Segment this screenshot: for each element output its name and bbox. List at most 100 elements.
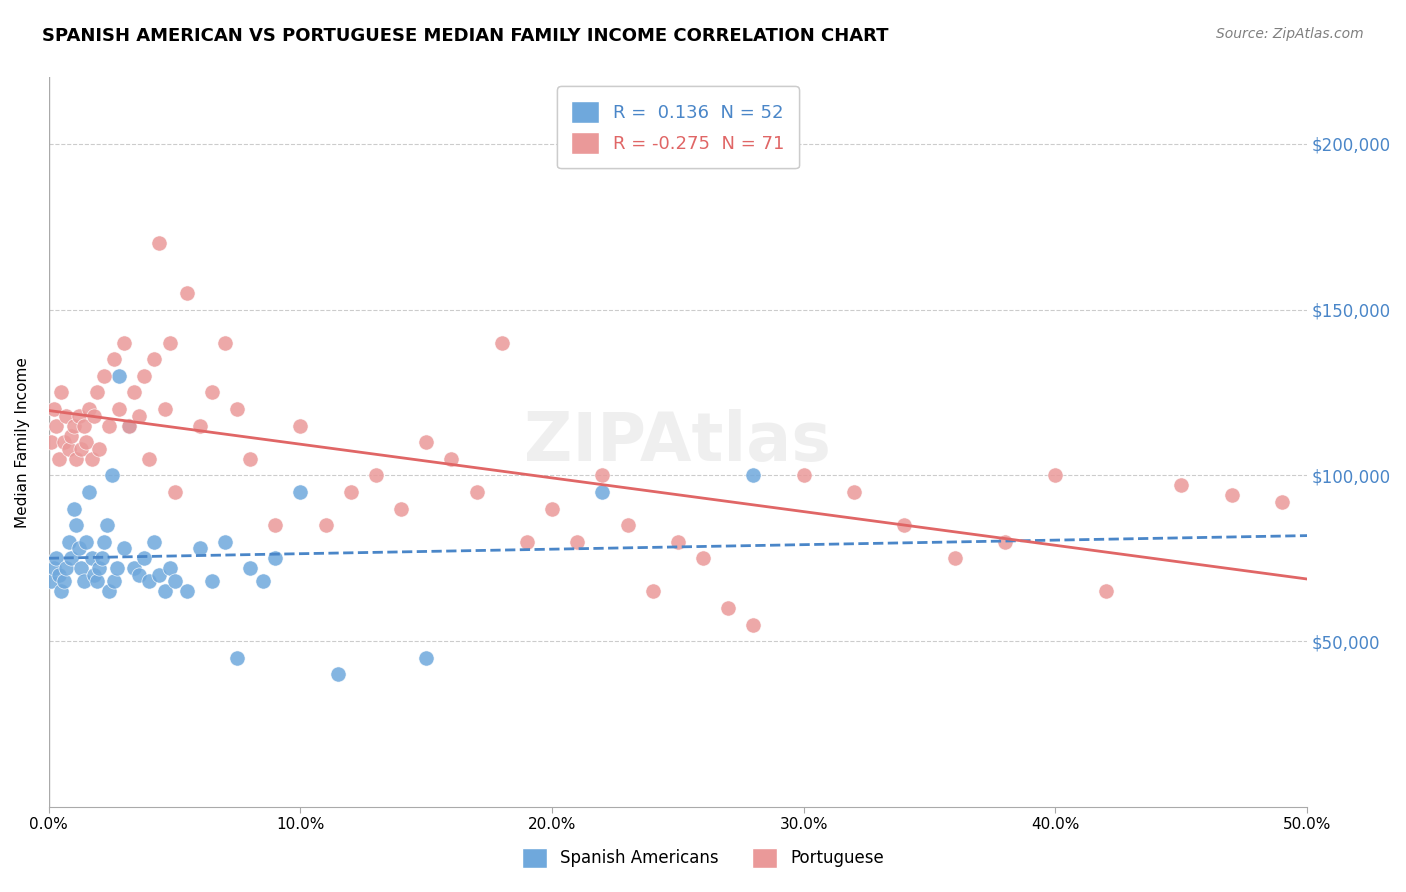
Point <box>364 468 387 483</box>
Point <box>93 534 115 549</box>
Point <box>51 385 73 400</box>
Point <box>239 561 262 575</box>
Point <box>188 418 211 433</box>
Point <box>39 435 62 450</box>
Point <box>105 561 128 575</box>
Point <box>264 518 287 533</box>
Point <box>86 574 108 589</box>
Point <box>100 468 122 483</box>
Point <box>465 485 488 500</box>
Point <box>176 285 198 300</box>
Point <box>742 468 765 483</box>
Point <box>214 335 236 350</box>
Legend: R =  0.136  N = 52, R = -0.275  N = 71: R = 0.136 N = 52, R = -0.275 N = 71 <box>557 87 799 169</box>
Point <box>138 574 160 589</box>
Text: ZIPAtlas: ZIPAtlas <box>524 409 831 475</box>
Point <box>541 501 564 516</box>
Point <box>76 435 98 450</box>
Point <box>415 435 437 450</box>
Point <box>67 409 90 423</box>
Point <box>73 574 96 589</box>
Point <box>87 442 110 456</box>
Point <box>58 534 80 549</box>
Point <box>742 617 765 632</box>
Text: SPANISH AMERICAN VS PORTUGUESE MEDIAN FAMILY INCOME CORRELATION CHART: SPANISH AMERICAN VS PORTUGUESE MEDIAN FA… <box>42 27 889 45</box>
Point <box>591 468 613 483</box>
Point <box>103 574 125 589</box>
Point <box>65 518 87 533</box>
Point <box>315 518 337 533</box>
Point <box>63 501 86 516</box>
Point <box>112 541 135 556</box>
Point <box>641 584 664 599</box>
Point <box>103 352 125 367</box>
Point <box>516 534 538 549</box>
Point <box>143 352 166 367</box>
Point <box>45 551 67 566</box>
Point <box>60 551 83 566</box>
Point <box>42 402 65 417</box>
Point <box>87 561 110 575</box>
Point <box>83 567 105 582</box>
Point <box>692 551 714 566</box>
Point <box>842 485 865 500</box>
Point <box>616 518 638 533</box>
Point <box>108 368 131 383</box>
Point <box>239 451 262 466</box>
Point <box>90 551 112 566</box>
Point <box>63 418 86 433</box>
Point <box>128 567 150 582</box>
Point <box>252 574 274 589</box>
Point <box>42 561 65 575</box>
Point <box>943 551 966 566</box>
Legend: Spanish Americans, Portuguese: Spanish Americans, Portuguese <box>515 841 891 875</box>
Point <box>1045 468 1067 483</box>
Point <box>118 418 141 433</box>
Point <box>440 451 463 466</box>
Point <box>77 402 100 417</box>
Point <box>163 574 186 589</box>
Point <box>98 584 121 599</box>
Point <box>201 385 224 400</box>
Point <box>98 418 121 433</box>
Point <box>52 574 75 589</box>
Point <box>591 485 613 500</box>
Point <box>76 534 98 549</box>
Point <box>153 584 176 599</box>
Point <box>93 368 115 383</box>
Point <box>134 551 156 566</box>
Point <box>893 518 915 533</box>
Point <box>112 335 135 350</box>
Point <box>55 561 77 575</box>
Point <box>118 418 141 433</box>
Point <box>1220 488 1243 502</box>
Point <box>214 534 236 549</box>
Point <box>176 584 198 599</box>
Point <box>58 442 80 456</box>
Point <box>67 541 90 556</box>
Point <box>134 368 156 383</box>
Point <box>80 451 103 466</box>
Point <box>491 335 513 350</box>
Point <box>70 561 93 575</box>
Point <box>717 601 740 615</box>
Point <box>415 650 437 665</box>
Point <box>83 409 105 423</box>
Point <box>73 418 96 433</box>
Point <box>48 451 70 466</box>
Point <box>1170 478 1192 492</box>
Point <box>124 385 146 400</box>
Point <box>159 561 181 575</box>
Point <box>65 451 87 466</box>
Point <box>55 409 77 423</box>
Point <box>201 574 224 589</box>
Point <box>666 534 689 549</box>
Point <box>86 385 108 400</box>
Point <box>80 551 103 566</box>
Point <box>159 335 181 350</box>
Point <box>226 650 249 665</box>
Point <box>290 418 312 433</box>
Point <box>290 485 312 500</box>
Point <box>45 418 67 433</box>
Point <box>264 551 287 566</box>
